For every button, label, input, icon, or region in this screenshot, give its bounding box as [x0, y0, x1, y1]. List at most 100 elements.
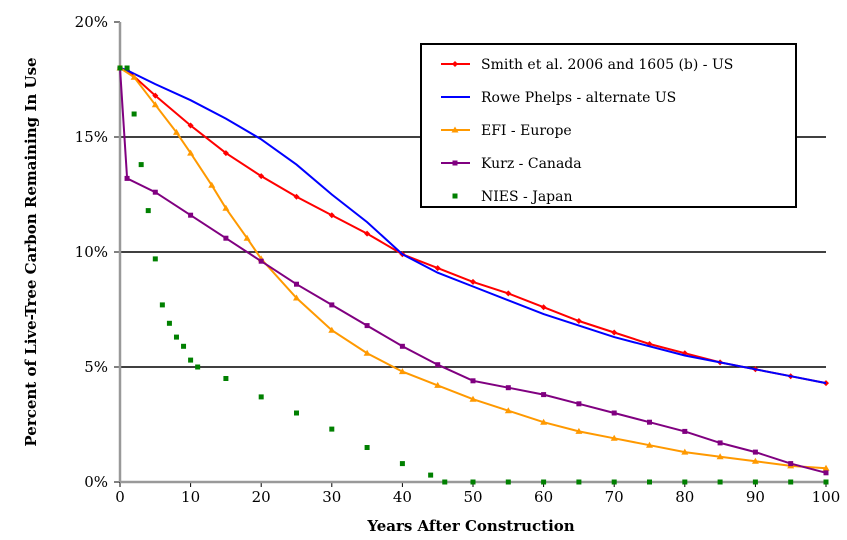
data-point [788, 461, 794, 467]
data-point [152, 92, 159, 99]
data-point [258, 394, 264, 400]
data-point [152, 189, 158, 195]
data-point [222, 204, 230, 211]
x-tick-label: 10 [181, 488, 200, 506]
data-point [752, 479, 758, 485]
legend-entry: EFI - Europe [441, 123, 572, 139]
data-point [647, 479, 652, 485]
legend: Smith et al. 2006 and 1605 (b) - US Rowe … [420, 43, 797, 208]
y-axis-title: Percent of Live-Tree Carbon Remaining In… [22, 57, 40, 446]
legend-entries: Smith et al. 2006 and 1605 (b) - US Rowe … [441, 57, 733, 205]
data-point [222, 150, 229, 157]
data-point [173, 334, 179, 340]
data-point [364, 323, 370, 329]
x-tick-label: 40 [393, 488, 412, 506]
data-point [540, 418, 548, 425]
data-point [243, 234, 251, 241]
data-point [138, 162, 144, 168]
data-point [166, 320, 172, 326]
x-tick-label: 0 [115, 488, 125, 506]
y-tick-label: 0% [84, 473, 108, 491]
data-point [398, 368, 406, 375]
data-point [428, 472, 434, 478]
x-tick-label: 90 [746, 488, 765, 506]
data-point [364, 230, 371, 237]
legend-swatch-marker [452, 160, 458, 166]
data-point [682, 428, 688, 434]
data-point [611, 410, 617, 416]
data-point [788, 479, 794, 485]
data-point [541, 392, 547, 398]
data-point [181, 343, 187, 349]
legend-box [420, 43, 797, 208]
legend-label: Smith et al. 2006 and 1605 (b) - US [481, 57, 733, 73]
series-line [119, 67, 827, 474]
data-point [294, 410, 299, 416]
data-point [293, 193, 300, 200]
x-tick-label: 20 [252, 488, 271, 506]
data-point [823, 479, 829, 485]
data-point [751, 457, 759, 464]
legend-entry: NIES - Japan [452, 189, 573, 205]
data-point [152, 256, 158, 262]
data-point [131, 111, 137, 117]
data-point [399, 343, 405, 349]
data-point [717, 479, 723, 485]
data-point [505, 290, 512, 297]
series-line [119, 67, 827, 385]
data-point [442, 479, 448, 485]
data-point [223, 235, 229, 241]
data-point [646, 441, 653, 448]
data-point [130, 73, 138, 80]
data-point [682, 479, 688, 485]
legend-swatch-marker [452, 61, 458, 67]
tick-labels: 0% 5% 10% 15% 20% 0 10 20 30 40 50 60 70 80 90 100 [75, 13, 841, 506]
data-point [470, 378, 476, 384]
data-point [610, 434, 618, 441]
data-point [124, 175, 130, 181]
data-point [505, 385, 511, 391]
data-point [505, 479, 511, 485]
data-point [717, 440, 723, 446]
data-point [187, 149, 195, 156]
series-2 [116, 64, 830, 471]
x-tick-label: 100 [812, 488, 841, 506]
data-point [223, 376, 229, 381]
data-point [328, 326, 336, 333]
data-point [364, 445, 370, 450]
data-point [541, 479, 547, 485]
data-point [145, 208, 151, 214]
x-axis-title: Years After Construction [366, 517, 574, 535]
data-point [188, 357, 194, 363]
y-tick-label: 5% [84, 358, 108, 376]
data-point [575, 318, 582, 324]
legend-label: Rowe Phelps - alternate US [481, 90, 676, 106]
x-tick-label: 30 [322, 488, 341, 506]
legend-label: Kurz - Canada [481, 156, 582, 172]
data-point [258, 258, 264, 264]
data-point [470, 479, 476, 485]
series-line [119, 67, 827, 385]
data-point [540, 304, 547, 311]
data-point [611, 329, 618, 336]
data-point [470, 278, 476, 285]
data-point [399, 461, 405, 467]
x-tick-label: 80 [675, 488, 694, 506]
data-point [363, 349, 371, 356]
data-point [294, 281, 299, 287]
data-point [328, 212, 335, 219]
legend-entry: Rowe Phelps - alternate US [441, 90, 676, 106]
data-point [329, 426, 335, 432]
x-tick-label: 50 [463, 488, 482, 506]
data-point [822, 464, 830, 471]
data-point [716, 453, 724, 460]
data-point [434, 265, 441, 272]
data-point [576, 401, 582, 407]
legend-entry: Smith et al. 2006 and 1605 (b) - US [441, 57, 733, 73]
data-point [647, 419, 652, 425]
series-4 [117, 65, 829, 485]
data-point [434, 381, 442, 388]
data-point [172, 128, 180, 135]
data-point [208, 181, 216, 188]
